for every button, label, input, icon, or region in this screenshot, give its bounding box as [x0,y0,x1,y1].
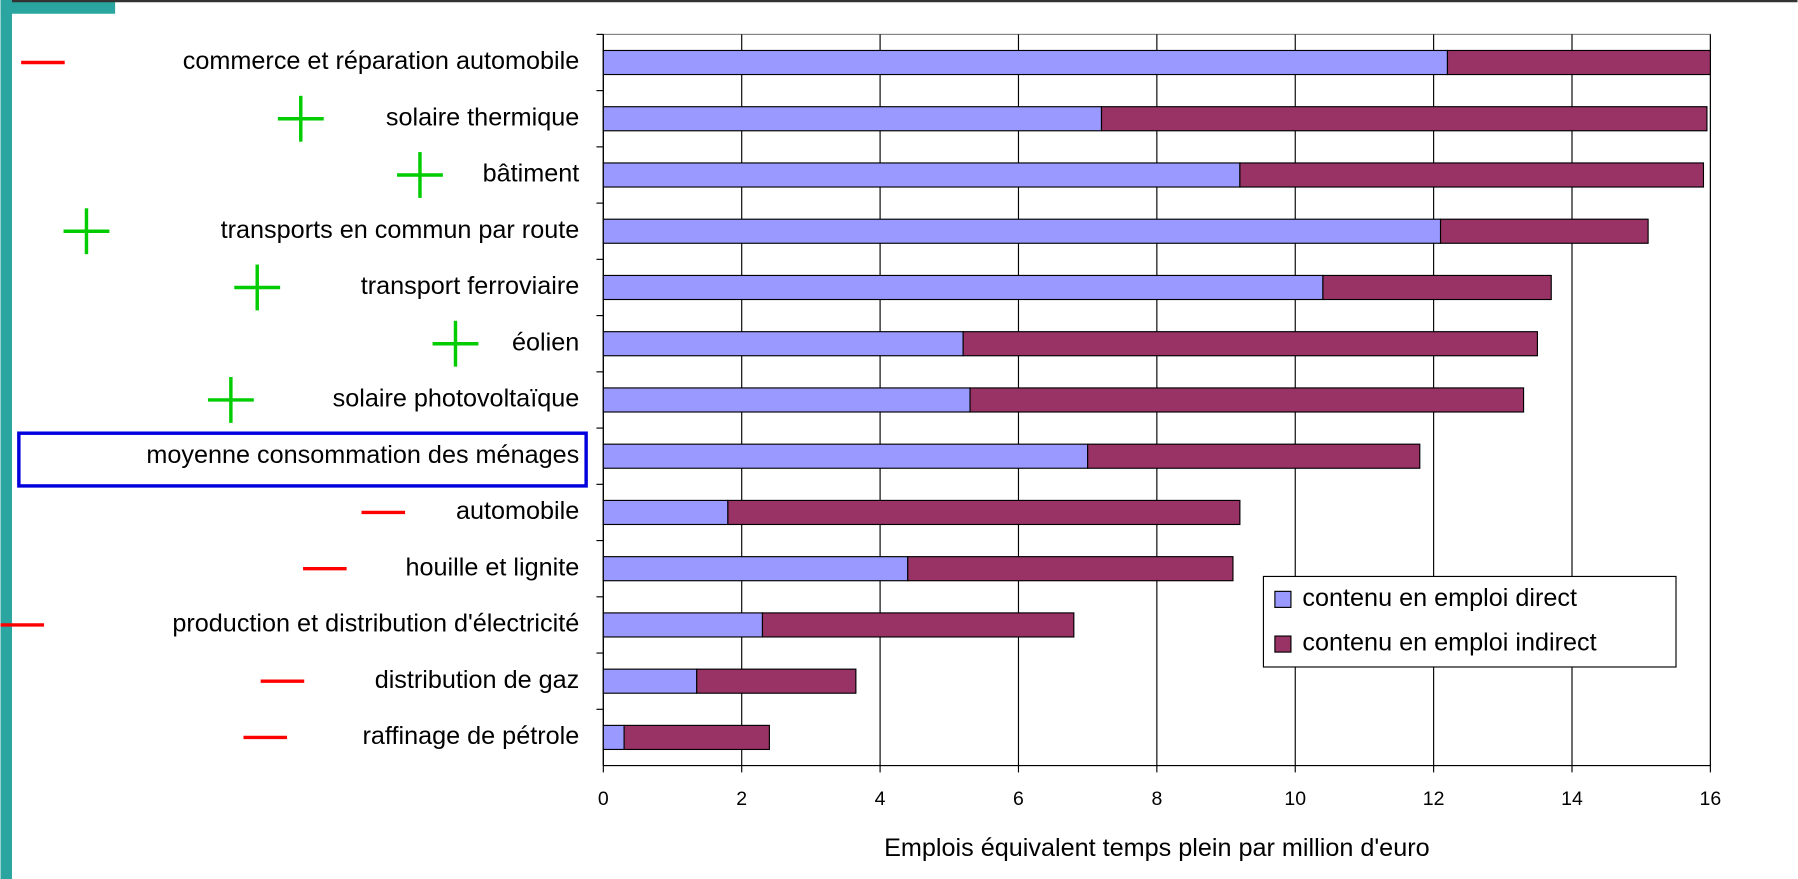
y-tick-label: transport ferroviaire [361,272,580,300]
legend-label: contenu en emploi indirect [1302,629,1596,657]
y-tick-label: automobile [456,497,579,525]
legend-label: contenu en emploi direct [1302,584,1577,612]
side-strip [0,0,12,879]
x-tick-label: 4 [875,788,886,810]
bar-segment [602,387,971,413]
bar-segment [696,668,857,694]
y-tick-label: solaire photovoltaïque [333,385,580,413]
x-tick-label: 0 [598,788,609,810]
bar-segment [907,556,1234,582]
bar-segment [1087,443,1421,469]
y-tick-label: éolien [512,328,579,356]
x-tick-label: 6 [1013,788,1024,810]
x-tick-label: 10 [1284,788,1306,810]
y-tick-label: solaire thermique [386,103,579,131]
bar-segment [602,499,729,526]
corner-block [0,0,116,14]
bar-segment [602,724,625,751]
bar-segment [602,612,764,638]
legend-swatch [1274,590,1292,608]
legend-swatch [1274,635,1292,653]
x-axis-title: Emplois équivalent temps plein par milli… [884,834,1430,862]
y-tick-label: raffinage de pétrole [363,722,580,750]
y-tick-label: production et distribution d'électricité [172,610,579,638]
bar-segment [602,443,1089,469]
y-tick-label: moyenne consommation des ménages [146,441,579,469]
x-tick-label: 14 [1561,788,1583,810]
y-tick-label: bâtiment [483,160,580,188]
bar-segment [602,274,1324,301]
x-tick-label: 8 [1151,788,1162,810]
bar-segment [602,49,1449,76]
y-tick-label: houille et lignite [406,553,580,581]
y-tick-label: commerce et réparation automobile [183,47,579,75]
highlight-box [17,431,588,488]
bar-segment [1439,218,1649,244]
x-tick-label: 16 [1700,788,1722,810]
y-tick-label: distribution de gaz [375,666,580,694]
bar-segment [727,499,1241,526]
x-tick-label: 12 [1423,788,1445,810]
bar-segment [1446,49,1711,76]
bar-segment [1100,106,1708,132]
bar-segment [602,218,1442,244]
bar-segment [962,331,1538,357]
bar-segment [1322,274,1552,301]
bar-segment [602,331,964,357]
bar-segment [602,668,698,694]
bar-segment [602,162,1241,188]
bar-segment [969,387,1525,413]
x-tick-label: 2 [736,788,747,810]
bar-segment [623,724,770,751]
bar-segment [761,612,1075,638]
y-tick-label: transports en commun par route [221,216,580,244]
bar-segment [1239,162,1705,188]
bar-segment [602,556,909,582]
legend-box [1262,575,1677,668]
bar-segment [602,106,1103,132]
